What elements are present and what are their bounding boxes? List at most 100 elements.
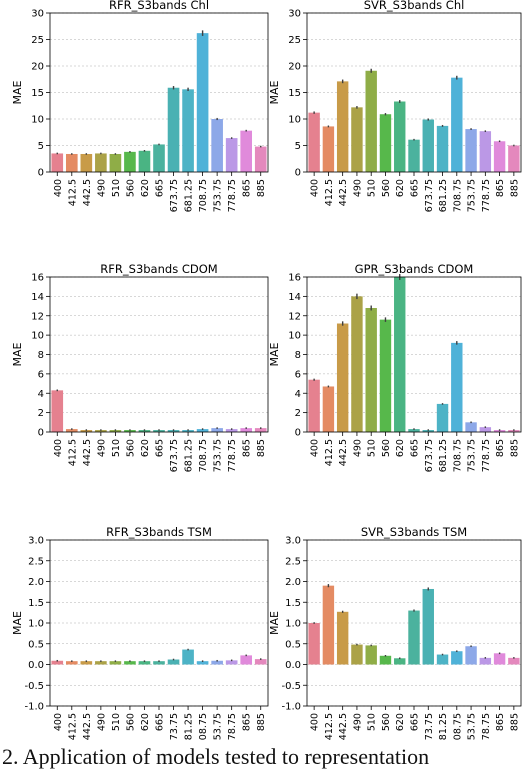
y-tick-label: 14 [288,292,301,303]
x-tick-label: 865 [242,439,253,457]
x-tick-label: 510 [367,179,378,197]
y-tick-label: 2 [295,408,301,419]
bar [80,153,93,172]
x-tick-label: 778.75 [481,713,492,740]
x-tick-label: 412.5 [67,179,78,206]
y-tick-label: 20 [288,62,301,73]
x-tick-label: 560 [381,713,392,731]
x-tick-label: 865 [495,179,506,197]
bar [322,585,335,665]
x-tick-label: 681.25 [438,713,449,740]
x-tick-label: 778.75 [481,179,492,212]
x-tick-label: 665 [410,179,421,197]
x-tick-label: 865 [495,713,506,731]
y-tick-label: 30 [31,9,44,20]
bar [138,430,151,432]
y-tick-label: 2.0 [285,577,301,588]
bar [80,661,93,665]
y-tick-label: 10 [288,115,301,126]
bar [379,319,392,432]
x-tick-label: 510 [111,713,122,731]
bar [124,151,136,172]
bar [65,153,78,172]
y-tick-label: 15 [288,88,301,99]
y-axis-label: MAE [11,80,24,104]
y-tick-label: 15 [31,88,44,99]
y-tick-label: 25 [31,35,44,46]
bar [365,70,377,172]
y-tick-label: 2.0 [28,577,44,588]
bar [167,87,180,172]
bar [138,150,151,172]
chart-panel-5: -1.0 -0.5 0.0 0.5 1.0 1.5 2.0 2.5 3.0 400 412.5 442… [11,525,269,740]
y-tick-label: 10 [31,331,44,342]
plot-frame [306,276,522,433]
y-tick-label: 5 [38,141,44,152]
x-tick-label: 778.75 [227,439,238,472]
x-tick-label: 885 [509,439,520,457]
bar [196,33,209,172]
x-tick-label: 778.75 [227,713,238,740]
bar [508,430,520,432]
y-tick-label: 0 [295,168,301,179]
bar [308,379,320,432]
chart-title: SVR_S3bands TSM [361,525,467,539]
chart-title: SVR_S3bands Chl [364,0,465,12]
x-tick-label: 490 [352,713,363,731]
x-tick-label: 490 [96,713,107,731]
x-tick-label: 620 [140,179,151,197]
x-tick-label: 490 [352,179,363,197]
y-tick-label: 3.0 [285,536,301,547]
bar [153,661,165,665]
bar [109,661,122,665]
x-tick-label: 510 [367,713,378,731]
y-tick-label: 8 [295,350,301,361]
x-tick-label: 665 [155,713,166,731]
bar [322,386,335,432]
x-tick-label: 865 [495,439,506,457]
bar [451,651,463,665]
y-tick-label: 6 [295,369,301,380]
x-tick-label: 778.75 [227,179,238,212]
bar [124,430,136,432]
x-tick-label: 442.5 [82,439,93,466]
x-tick-label: 753.75 [467,179,478,212]
bar [465,646,477,665]
bar [493,430,506,432]
bar [196,429,209,432]
bar [167,430,180,432]
plot-frame [306,539,522,707]
x-tick-label: 490 [96,179,107,197]
x-tick-label: 412.5 [324,179,335,206]
bar [379,114,392,172]
bar [436,125,449,172]
bar [365,308,377,432]
x-tick-label: 753.75 [213,179,224,212]
x-tick-label: 400 [53,179,64,197]
x-tick-label: 708.75 [198,713,209,740]
x-tick-label: 442.5 [338,439,349,466]
x-tick-label: 681.25 [184,179,195,212]
x-tick-label: 560 [125,439,136,457]
x-tick-label: 753.75 [467,439,478,472]
x-tick-label: 665 [155,179,166,197]
bar [422,430,434,432]
x-tick-label: 708.75 [198,439,209,472]
bar [196,661,209,665]
bar [436,403,449,432]
bar [479,131,492,172]
x-tick-label: 620 [395,179,406,197]
bar [254,146,267,172]
x-tick-label: 885 [256,179,267,197]
bar [240,428,253,432]
bar [225,660,238,665]
x-tick-label: 865 [242,179,253,197]
x-tick-label: 673.75 [169,713,180,740]
bar [308,623,320,665]
chart-panel-4: 0 2 4 6 8 10 12 14 16 400 412.5 442.5 490 510 560 620 66… [268,262,522,472]
bar [308,112,320,172]
x-tick-label: 885 [509,713,520,731]
x-tick-label: 708.75 [452,713,463,740]
chart-panel-6: -1.0 -0.5 0.0 0.5 1.0 1.5 2.0 2.5 3.0 400 412.5 442… [268,525,522,740]
